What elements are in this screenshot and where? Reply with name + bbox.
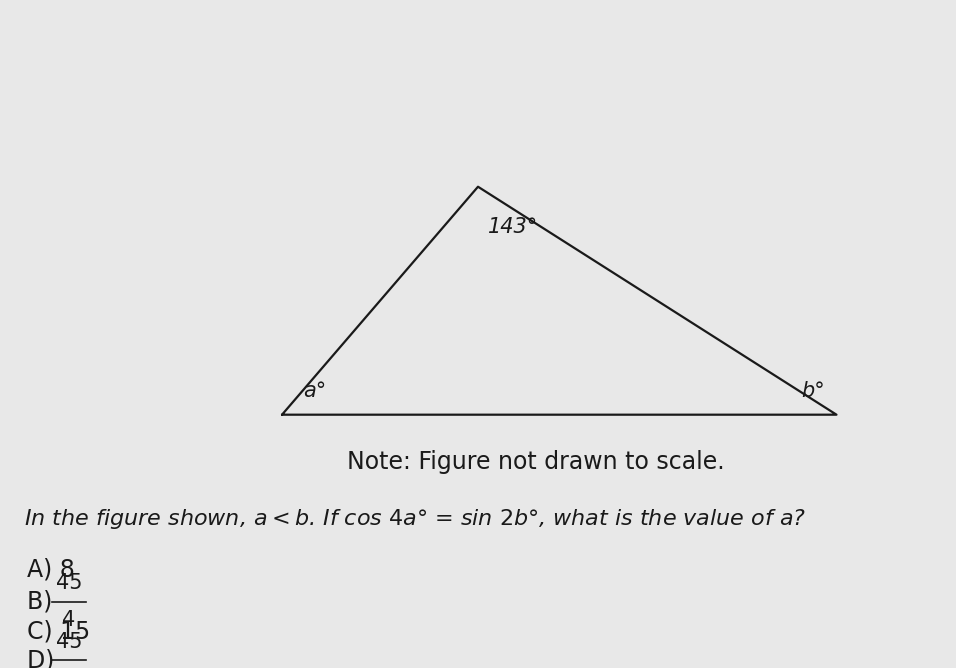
- Text: B): B): [27, 589, 59, 613]
- Text: C) 15: C) 15: [27, 619, 90, 643]
- Text: b°: b°: [801, 381, 825, 401]
- Text: Note: Figure not drawn to scale.: Note: Figure not drawn to scale.: [346, 450, 725, 474]
- Text: 143°: 143°: [488, 217, 538, 237]
- Text: a°: a°: [303, 381, 326, 401]
- Text: D): D): [27, 649, 61, 668]
- Text: 45: 45: [55, 573, 82, 593]
- Text: A) 8: A) 8: [27, 558, 75, 582]
- Text: 45: 45: [55, 632, 82, 652]
- Text: In the figure shown, $a < b$. If cos $4a°$ = sin $2b°$, what is the value of $a$: In the figure shown, $a < b$. If cos $4a…: [24, 507, 806, 531]
- Text: 4: 4: [62, 610, 76, 630]
